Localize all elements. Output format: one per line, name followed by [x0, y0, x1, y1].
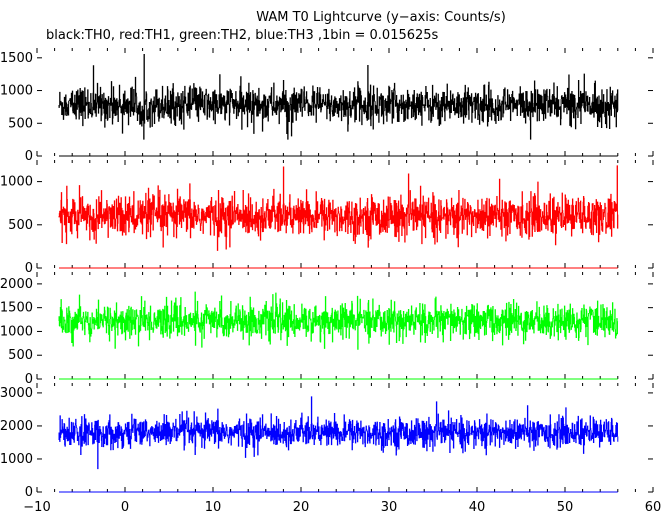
chart-title: WAM T0 Lightcurve (y−axis: Counts/s): [256, 10, 506, 25]
y-tick-label: 2000: [0, 277, 33, 292]
y-tick-label: 1500: [0, 51, 33, 66]
y-tick-label: 0: [25, 485, 33, 500]
chart-subtitle: black:TH0, red:TH1, green:TH2, blue:TH3 …: [46, 28, 439, 43]
x-tick-label: 40: [469, 500, 486, 515]
panels-layer: 0500100015000500100005001000150020000100…: [0, 48, 654, 500]
y-tick-label: 0: [25, 149, 33, 164]
x-tick-label: 30: [381, 500, 398, 515]
y-tick-label: 1000: [0, 324, 33, 339]
x-tick-label: 10: [205, 500, 222, 515]
y-tick-label: 500: [8, 116, 33, 131]
y-tick-label: 2000: [0, 419, 33, 434]
x-tick-label: 60: [645, 500, 662, 515]
panel-th2: 0 500 1000 1500 2000: [0, 272, 654, 387]
x-tick-label: 50: [557, 500, 574, 515]
y-tick-label: 1000: [0, 84, 33, 99]
panel-th0: 0 500 1000 1500: [0, 48, 654, 164]
panel-th1: 0 500 1000: [0, 160, 654, 276]
y-tick-label: 1000: [0, 452, 33, 467]
panel-th3: 0 1000 2000 3000: [0, 383, 654, 500]
series-line-th2: [58, 291, 619, 350]
x-tick-label: −10: [23, 500, 50, 515]
y-tick-label: 500: [8, 348, 33, 363]
y-tick-label: 1000: [0, 175, 33, 190]
y-tick-label: 0: [25, 372, 33, 387]
x-tick-label: 0: [121, 500, 129, 515]
y-tick-label: 500: [8, 218, 33, 233]
y-tick-label: 0: [25, 261, 33, 276]
series-line-th3: [58, 396, 619, 470]
x-axis: −10 0 10 20 30 40 50 60: [23, 500, 661, 515]
series-line-th0: [58, 53, 619, 140]
x-tick-label: 20: [293, 500, 310, 515]
y-tick-label: 3000: [0, 386, 33, 401]
y-tick-label: 1500: [0, 301, 33, 316]
series-line-th1: [58, 165, 619, 251]
